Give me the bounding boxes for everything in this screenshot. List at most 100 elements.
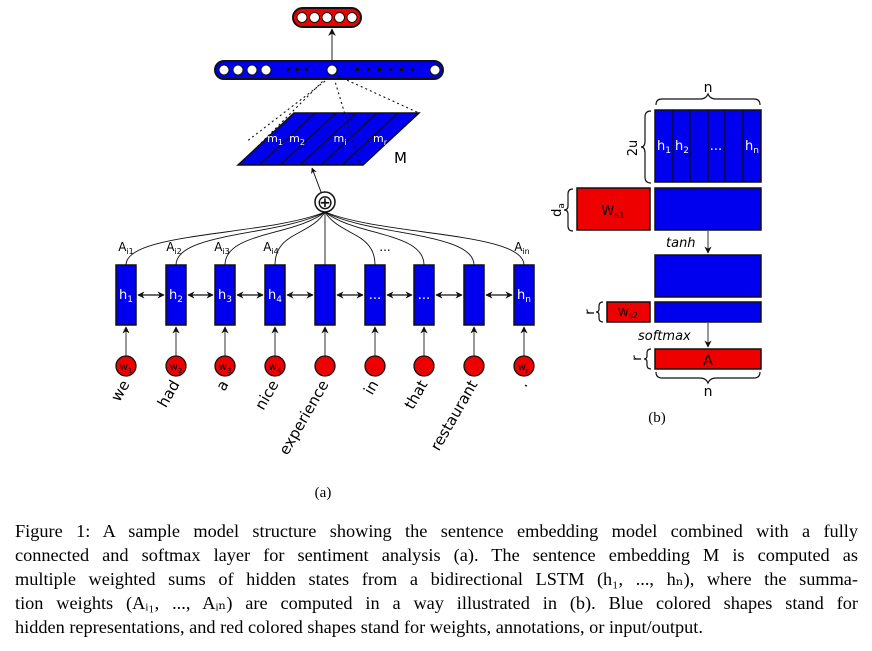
figure-caption: Figure 1: A sample model structure showi… [15,519,858,639]
hidden-state-label-base: h [218,288,226,303]
input-token-label-base: w [269,362,277,373]
input-token-node [115,355,137,377]
matrix-column-label-base: m [334,132,345,145]
matrix-column-label-base: m [267,132,278,145]
hidden-state-box [165,264,187,326]
attention-weight-curve [125,211,326,266]
hidden-state-label: hn [517,288,531,305]
output-unit [309,12,320,23]
panel-b-label: (b) [648,410,666,426]
attention-weight-label-base: ... [379,240,390,254]
hidden-column-label-base: h [657,139,665,154]
attention-weight-label: Ai2 [166,240,182,256]
hidden-column-label: ... [710,139,722,154]
input-token-label-base: w [518,362,526,373]
word-label: restaurant [427,377,482,454]
input-token-node [264,355,286,377]
top-dim-label: n [704,80,713,96]
hidden-state-box [413,264,435,326]
hidden-state-box [513,264,535,326]
input-token-label-base: w [170,362,178,373]
hidden-column-label: h1 [657,139,671,156]
product-matrix [654,187,762,231]
input-token-label: wn [518,362,531,375]
matrix-column-label-base: m [289,132,300,145]
word-label: that [401,377,432,412]
input-token-label: w1 [120,362,133,375]
panel-a-label: (a) [315,485,332,501]
fc-units [218,64,441,76]
hidden-state-label-base: ... [369,288,381,303]
output-unit [346,12,358,23]
input-token-label: ... [370,362,380,373]
input-token-label-sub: 1 [128,367,132,375]
height-dim-label: 2u [626,140,641,157]
attention-weight-curve [324,211,376,266]
r-brace-1 [595,301,604,323]
hidden-column-label-sub: 1 [665,146,671,156]
input-token-label: ... [419,362,429,373]
word-label: we [107,377,133,405]
attention-weight-label-sub: i1 [126,247,133,256]
hidden-column-label-base: h [745,139,753,154]
hidden-state-box [264,264,286,326]
attention-weight-curve [175,211,326,266]
attention-weight-label-sub: in [522,247,529,256]
hidden-state-label: h4 [268,288,282,305]
hidden-state-label-sub: 3 [226,295,232,305]
word-label: experience [275,377,332,458]
hidden-column-label-base: h [675,139,683,154]
hidden-state-label-base: h [119,288,127,303]
hidden-state-label-sub: 4 [276,295,282,305]
hidden-state-label-base: h [517,288,525,303]
hidden-state-label: h1 [119,288,133,305]
caption-line: Figure 1: A sample model structure showi… [15,521,858,541]
softmax-label: softmax [638,329,691,344]
word-label: nice [251,377,282,413]
hidden-column-label-sub: 2 [683,146,689,156]
attention-weight-label: ... [379,240,390,254]
attention-matrix [654,348,762,370]
height-brace [640,110,652,184]
input-token-label: w3 [219,362,232,375]
attention-weight-label-base: A [263,240,272,254]
input-token-label-base: ... [370,362,380,373]
hidden-state-box [463,264,485,326]
matrix-column-label-sub: i [344,138,346,147]
hidden-state-label: ... [369,288,381,303]
bottom-brace [655,371,761,385]
score-matrix [654,301,762,323]
sum-icon: ⊕ [317,190,334,214]
hidden-state-box [364,264,386,326]
output-unit [321,12,333,23]
input-token-label-base: w [219,362,227,373]
matrix-column-label-sub: r [384,138,388,147]
caption-line: multiple weighted sums of hidden states … [15,569,858,589]
matrix-column-label: m2 [289,132,305,147]
ws2-matrix [606,301,651,323]
matrix-column-label: mr [373,132,388,147]
input-token-label-sub: 3 [227,367,231,375]
word-label: . [513,377,531,390]
hidden-state-label-sub: 2 [177,295,183,305]
hidden-column-label-sub: n [753,146,759,156]
matrix-column-label: mi [334,132,347,147]
da-brace [563,188,574,232]
hidden-state-box [314,264,336,326]
r-label-1: r [583,309,598,315]
input-token-label-base: w [120,362,128,373]
panel-b: n h1 h2... hn 2u Ws1 da tanh r Ws2 softmax… [550,80,762,426]
attention-weight-curve [324,211,525,266]
matrix-column-label: m1 [267,132,283,147]
attention-weight-label: Ai3 [214,240,230,256]
input-token-node [165,355,187,377]
input-token-label: w2 [170,362,183,375]
ws1-label: Ws1 [601,204,624,221]
word-label: in [360,377,382,398]
attention-weight-curve [324,211,475,266]
hidden-state-label-sub: 1 [127,295,133,305]
caption-line: hidden representations, and red colored … [15,617,703,637]
hidden-state-label-base: ... [418,288,430,303]
